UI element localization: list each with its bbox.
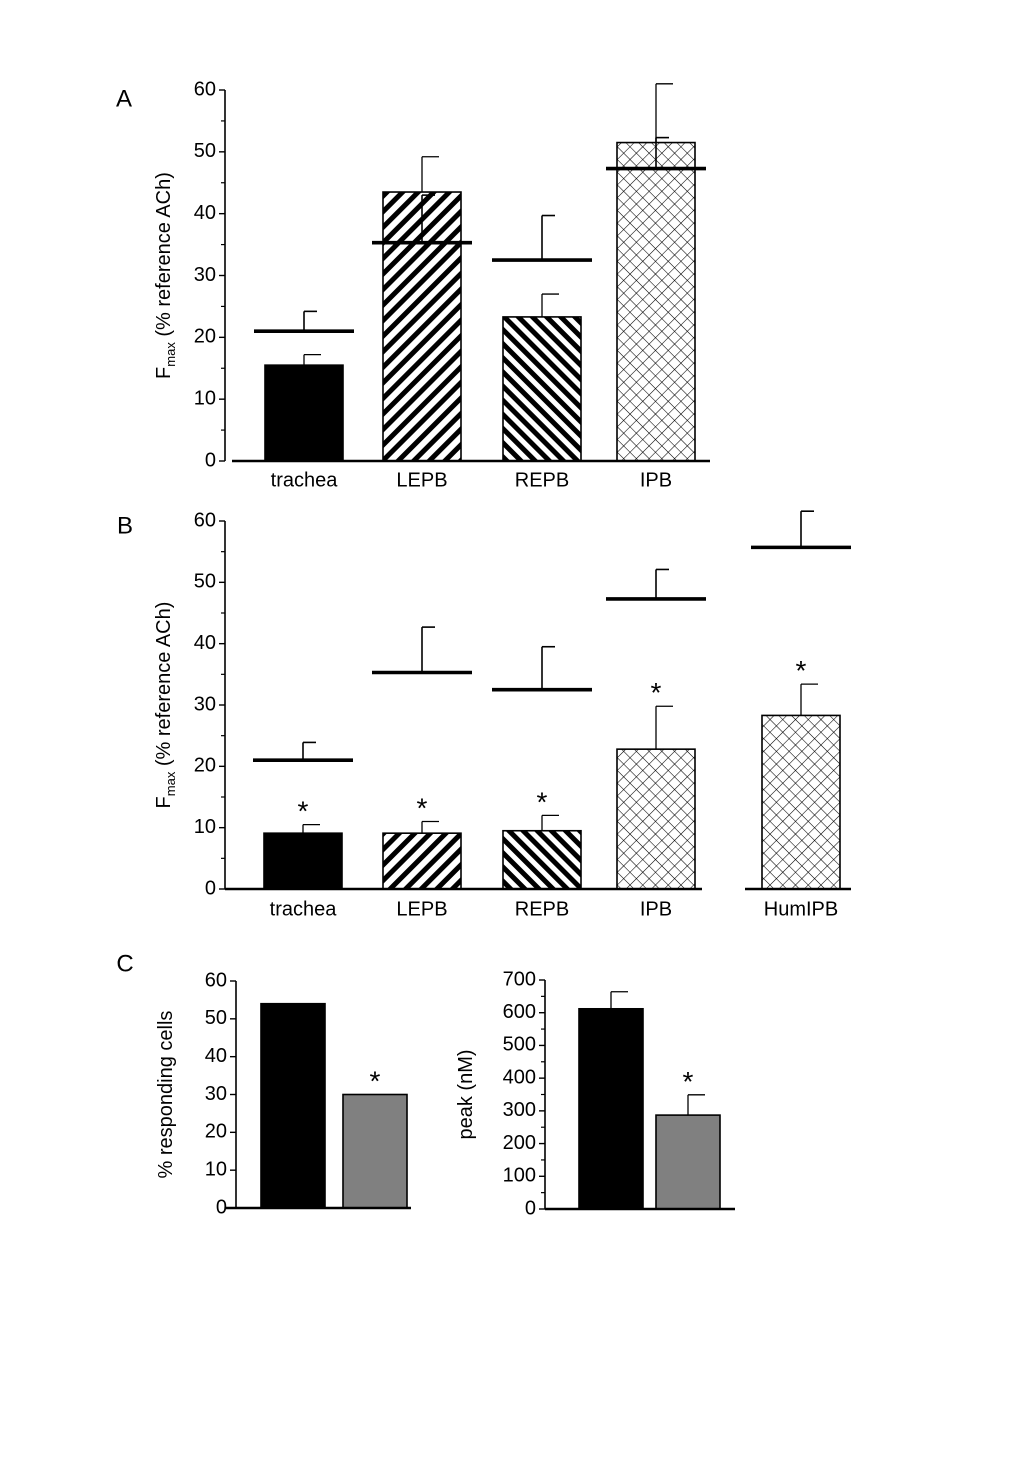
bar xyxy=(263,832,343,890)
y-tick-label: 60 xyxy=(205,969,227,991)
y-tick-label: 50 xyxy=(205,1007,227,1029)
bar xyxy=(655,1114,721,1210)
panel-label: C xyxy=(116,950,133,977)
y-tick-label: 300 xyxy=(503,1099,536,1121)
y-tick-label: 40 xyxy=(194,632,216,654)
bar xyxy=(502,829,582,890)
y-axis-label: % responding cells xyxy=(155,1011,177,1179)
y-tick-label: 20 xyxy=(205,1121,227,1143)
bar xyxy=(382,832,462,890)
panel-c-peak-chart: 0 100 200 300 400 500 600 700 peak (nM) * xyxy=(455,968,735,1219)
panel-c-responding-cells-chart: C 0 10 20 30 40 50 60 % responding cells * xyxy=(116,950,411,1218)
y-tick-label: 200 xyxy=(503,1132,536,1154)
y-tick-label: 0 xyxy=(205,877,216,899)
x-tick-label: REPB xyxy=(515,469,569,491)
y-tick-label: 500 xyxy=(503,1034,536,1056)
y-tick-label: 0 xyxy=(216,1196,227,1218)
y-tick-label: 30 xyxy=(194,264,216,286)
bar xyxy=(342,1093,408,1209)
y-tick-label: 400 xyxy=(503,1066,536,1088)
x-tick-label: HumIPB xyxy=(764,898,838,920)
y-tick-label: 60 xyxy=(194,78,216,100)
bar xyxy=(616,141,696,462)
significance-marker: * xyxy=(298,796,309,827)
x-tick-label: IPB xyxy=(640,898,672,920)
y-axis-label: Fmax (% reference ACh) xyxy=(153,172,178,379)
y-tick-label: 40 xyxy=(194,202,216,224)
panel-a-chart: A 0 10 20 30 40 50 60 Fmax (% reference ACh) trac… xyxy=(116,78,710,491)
y-axis-label: peak (nM) xyxy=(455,1049,477,1139)
bar xyxy=(502,316,582,462)
y-tick-label: 100 xyxy=(503,1165,536,1187)
significance-marker: * xyxy=(796,655,807,686)
y-tick-label: 40 xyxy=(205,1045,227,1067)
y-tick-label: 20 xyxy=(194,755,216,777)
bar xyxy=(264,364,344,462)
bar xyxy=(616,748,696,890)
significance-marker: * xyxy=(370,1066,381,1097)
y-tick-label: 30 xyxy=(205,1083,227,1105)
bar xyxy=(761,714,841,890)
y-tick-label: 10 xyxy=(194,387,216,409)
panel-b-chart: B 0 10 20 30 40 50 60 Fmax (% reference ACh) * tra… xyxy=(117,509,851,920)
significance-marker: * xyxy=(417,793,428,824)
significance-marker: * xyxy=(683,1066,694,1097)
y-tick-label: 700 xyxy=(503,968,536,990)
y-tick-label: 10 xyxy=(194,816,216,838)
bar xyxy=(260,1002,326,1209)
x-tick-label: LEPB xyxy=(396,469,447,491)
y-tick-label: 60 xyxy=(194,509,216,531)
y-tick-label: 30 xyxy=(194,693,216,715)
y-tick-label: 0 xyxy=(205,449,216,471)
panel-label: A xyxy=(116,85,132,112)
bar xyxy=(578,1007,644,1210)
significance-marker: * xyxy=(651,677,662,708)
y-tick-label: 0 xyxy=(525,1197,536,1219)
x-tick-label: IPB xyxy=(640,469,672,491)
y-axis-label: Fmax (% reference ACh) xyxy=(153,602,178,809)
x-tick-label: trachea xyxy=(271,469,339,491)
y-tick-label: 10 xyxy=(205,1158,227,1180)
y-tick-label: 50 xyxy=(194,571,216,593)
y-tick-label: 600 xyxy=(503,1001,536,1023)
x-tick-label: trachea xyxy=(270,898,338,920)
y-tick-label: 20 xyxy=(194,326,216,348)
y-tick-label: 50 xyxy=(194,140,216,162)
x-tick-label: REPB xyxy=(515,898,569,920)
panel-label: B xyxy=(117,512,133,539)
x-tick-label: LEPB xyxy=(396,898,447,920)
significance-marker: * xyxy=(537,786,548,817)
